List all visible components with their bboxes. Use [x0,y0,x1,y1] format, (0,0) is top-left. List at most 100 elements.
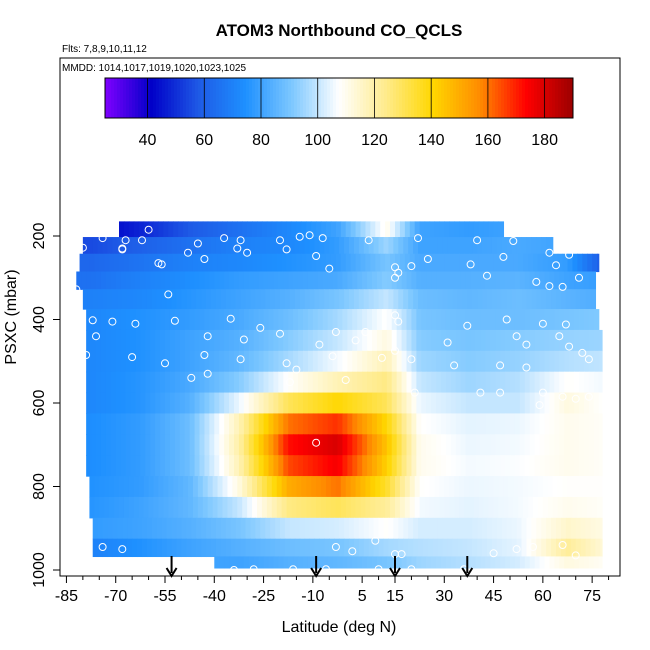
heatmap-cell [455,309,462,331]
heatmap-cell [209,413,215,435]
heatmap-cell [426,556,432,569]
colorbar-segment [405,78,409,118]
heatmap-cell [248,556,255,569]
heatmap-cell [495,556,501,569]
heatmap-cell [340,496,347,519]
heatmap-cell [273,271,279,290]
heatmap-cell [503,253,509,273]
colorbar-segment [303,78,307,118]
heatmap-cell [334,237,340,255]
heatmap-cell [559,350,565,373]
heatmap-cell [322,309,329,331]
colorbar-segment [186,78,190,118]
heatmap-cell [485,329,491,352]
heatmap-cell [367,413,373,435]
heatmap-cell [500,556,506,569]
heatmap-cell [248,434,255,456]
heatmap-cell [110,329,117,352]
heatmap-cell [488,253,495,273]
heatmap-cell [155,413,161,435]
heatmap-cell [120,413,127,435]
heatmap-cell [495,392,501,415]
colorbar-segment [498,78,502,118]
colorbar-segment [351,78,355,118]
heatmap-cell [166,538,173,558]
heatmap-cell [337,309,344,331]
heatmap-cell [150,329,156,352]
observation-point [193,239,202,248]
heatmap-cell [311,496,317,519]
heatmap-cell [104,476,110,498]
heatmap-cell [204,413,210,435]
heatmap-cell [426,371,432,394]
heatmap-cell [431,434,437,456]
heatmap-cell [334,289,340,310]
colorbar-segment [537,78,541,118]
heatmap-cell [368,538,375,558]
heatmap-cell [100,329,107,352]
heatmap-cell [429,253,436,273]
heatmap-cell [91,455,97,477]
heatmap-cell [142,517,148,540]
heatmap-cell [91,371,97,394]
heatmap-cell [253,371,260,394]
heatmap-cell [434,253,440,273]
heatmap-cell [368,289,375,310]
heatmap-cell [419,221,426,238]
heatmap-cell [253,455,260,477]
heatmap-cell [242,496,248,519]
colorbar-segment [570,78,574,118]
heatmap-cell [327,434,334,456]
heatmap-cell [189,434,196,456]
heatmap-cell [304,538,311,558]
heatmap-cell [455,556,462,569]
heatmap-cell [500,329,506,352]
heatmap-cell [242,253,248,273]
heatmap-cell [163,221,169,238]
heatmap-cell [248,271,255,290]
heatmap-cell [196,538,202,558]
heatmap-cell [557,476,564,498]
heatmap-cell [165,392,171,415]
colorbar-segment [387,78,391,118]
heatmap-cell [396,309,403,331]
heatmap-cell [421,371,427,394]
heatmap-cell [281,253,288,273]
heatmap-cell [238,329,245,352]
heatmap-cell [485,434,491,456]
heatmap-cell [258,350,265,373]
heatmap-cell [391,455,398,477]
heatmap-cell [426,392,432,415]
heatmap-cell [447,237,454,255]
heatmap-cell [355,221,362,238]
colorbar-segment [447,78,451,118]
heatmap-cell [283,434,289,456]
heatmap-cell [350,496,357,519]
heatmap-cell [485,350,491,373]
heatmap-cell [261,476,268,498]
heatmap-cell [575,538,582,558]
heatmap-cell [544,350,551,373]
heatmap-cell [130,309,137,331]
heatmap-cell [276,253,283,273]
heatmap-cell [510,309,516,331]
heatmap-cell [347,556,353,569]
heatmap-cell [491,289,498,310]
heatmap-cell [347,271,353,290]
heatmap-cell [263,329,270,352]
heatmap-cell [503,476,509,498]
heatmap-cell [436,371,442,394]
heatmap-cell [485,556,491,569]
heatmap-cell [528,496,534,519]
heatmap-cell [105,271,112,290]
colorbar-segment [408,78,412,118]
heatmap-cell [115,309,122,331]
heatmap-cell [399,476,406,498]
heatmap-cell [92,237,99,255]
heatmap-cell [214,309,220,331]
heatmap-cell [127,237,133,255]
heatmap-cell [442,517,449,540]
heatmap-cell [268,434,275,456]
heatmap-cell [225,517,232,540]
heatmap-cell [426,413,432,435]
